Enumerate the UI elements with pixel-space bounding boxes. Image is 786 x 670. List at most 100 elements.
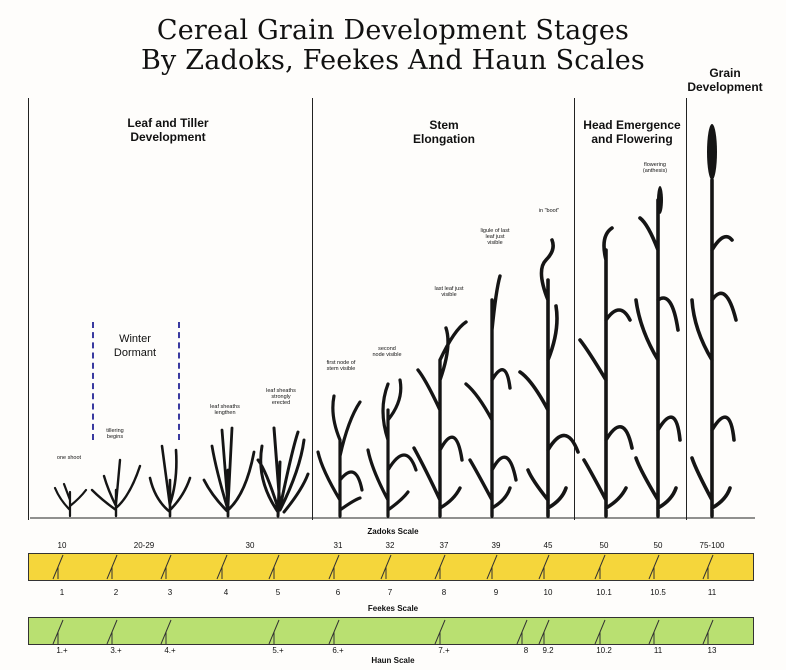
zadoks-tick-label: 30 bbox=[245, 541, 255, 550]
feekes-notch bbox=[52, 554, 64, 580]
haun-tick-label: 13 bbox=[707, 646, 717, 655]
note-one-shoot: one shoot bbox=[56, 455, 82, 461]
haun-notch bbox=[538, 619, 550, 645]
plant-stage-4 bbox=[202, 426, 256, 518]
haun-tick-label: 5.+ bbox=[272, 646, 284, 655]
feekes-notch bbox=[648, 554, 660, 580]
zadoks-tick-label: 10 bbox=[57, 541, 67, 550]
title-line-2: By Zadoks, Feekes And Haun Scales bbox=[141, 45, 645, 76]
divider-stem bbox=[312, 98, 313, 520]
haun-tick-label: 10.2 bbox=[596, 646, 612, 655]
haun-bar bbox=[28, 617, 754, 645]
haun-tick-label: 8 bbox=[523, 646, 529, 655]
feekes-notch bbox=[216, 554, 228, 580]
feekes-notch bbox=[268, 554, 280, 580]
feekes-notch bbox=[594, 554, 606, 580]
section-winter-dormant: Winter Dormant bbox=[113, 333, 157, 359]
feekes-notch bbox=[486, 554, 498, 580]
haun-notch bbox=[594, 619, 606, 645]
zadoks-tick-label: 75-100 bbox=[699, 541, 725, 550]
feekes-tick-label: 2 bbox=[113, 588, 119, 597]
zadoks-tick-label: 31 bbox=[333, 541, 343, 550]
plant-stage-5 bbox=[256, 426, 310, 518]
dormant-end-line bbox=[178, 322, 180, 440]
feekes-tick-label: 1 bbox=[59, 588, 65, 597]
plant-stage-1 bbox=[53, 482, 88, 518]
haun-tick-label: 7.+ bbox=[438, 646, 450, 655]
haun-notch bbox=[516, 619, 528, 645]
plant-stage-11 bbox=[690, 178, 738, 518]
haun-notch bbox=[702, 619, 714, 645]
section-grain-development: Grain Development bbox=[687, 66, 763, 94]
feekes-notch bbox=[328, 554, 340, 580]
section-leaf-tiller: Leaf and Tiller Development bbox=[127, 116, 209, 144]
zadoks-scale-title: Zadoks Scale bbox=[367, 527, 419, 536]
note-sheaths-erected: leaf sheaths strongly erected bbox=[266, 388, 296, 406]
note-second-node: second node visible bbox=[372, 346, 402, 358]
zadoks-tick-label: 50 bbox=[653, 541, 663, 550]
head-stage-10-5 bbox=[657, 186, 663, 214]
feekes-notch bbox=[380, 554, 392, 580]
feekes-tick-label: 5 bbox=[275, 588, 281, 597]
feekes-tick-label: 9 bbox=[493, 588, 499, 597]
note-flowering: flowering (anthesis) bbox=[642, 162, 668, 174]
feekes-tick-label: 8 bbox=[441, 588, 447, 597]
note-tillering: tillering begins bbox=[106, 428, 124, 440]
divider-left bbox=[28, 98, 29, 520]
feekes-tick-label: 3 bbox=[167, 588, 173, 597]
plant-stage-9 bbox=[464, 274, 518, 518]
head-stage-11 bbox=[707, 124, 717, 180]
feekes-notch bbox=[434, 554, 446, 580]
plant-stage-3 bbox=[148, 444, 192, 518]
zadoks-tick-label: 32 bbox=[385, 541, 395, 550]
haun-scale-title: Haun Scale bbox=[371, 656, 415, 665]
note-last-leaf: last leaf just visible bbox=[434, 286, 464, 298]
feekes-bar bbox=[28, 553, 754, 581]
feekes-notch bbox=[106, 554, 118, 580]
feekes-tick-label: 6 bbox=[335, 588, 341, 597]
plant-stage-2 bbox=[90, 458, 142, 518]
divider-grain bbox=[686, 98, 687, 520]
section-stem-elongation: Stem Elongation bbox=[413, 118, 475, 146]
feekes-tick-label: 4 bbox=[223, 588, 229, 597]
feekes-tick-label: 10.1 bbox=[596, 588, 612, 597]
feekes-notch bbox=[160, 554, 172, 580]
haun-notch bbox=[434, 619, 446, 645]
haun-tick-label: 9.2 bbox=[542, 646, 554, 655]
plant-stage-10 bbox=[518, 238, 580, 518]
feekes-notch bbox=[538, 554, 550, 580]
haun-tick-label: 11 bbox=[653, 646, 663, 655]
feekes-tick-label: 10 bbox=[543, 588, 553, 597]
feekes-scale-title: Feekes Scale bbox=[367, 604, 419, 613]
haun-tick-label: 6.+ bbox=[332, 646, 344, 655]
haun-tick-label: 1.+ bbox=[56, 646, 68, 655]
zadoks-tick-label: 37 bbox=[439, 541, 449, 550]
note-ligule: ligule of last leaf just visible bbox=[480, 228, 510, 246]
note-sheaths-lengthen: leaf sheaths lengthen bbox=[210, 404, 240, 416]
plant-stage-7 bbox=[366, 378, 418, 518]
haun-notch bbox=[52, 619, 64, 645]
note-first-node: first node of stem visible bbox=[326, 360, 356, 372]
zadoks-tick-label: 45 bbox=[543, 541, 553, 550]
zadoks-tick-label: 39 bbox=[491, 541, 501, 550]
zadoks-tick-label: 20-29 bbox=[133, 541, 155, 550]
zadoks-tick-label: 50 bbox=[599, 541, 609, 550]
haun-notch bbox=[160, 619, 172, 645]
haun-tick-label: 3.+ bbox=[110, 646, 122, 655]
haun-tick-label: 4.+ bbox=[164, 646, 176, 655]
plant-stage-6 bbox=[316, 394, 364, 518]
haun-notch bbox=[648, 619, 660, 645]
feekes-tick-label: 7 bbox=[387, 588, 393, 597]
feekes-tick-label: 11 bbox=[707, 588, 717, 597]
haun-notch bbox=[268, 619, 280, 645]
title-line-1: Cereal Grain Development Stages bbox=[156, 15, 630, 46]
divider-head bbox=[574, 98, 575, 520]
plant-stage-10-5 bbox=[634, 198, 682, 518]
feekes-tick-label: 10.5 bbox=[650, 588, 666, 597]
haun-notch bbox=[328, 619, 340, 645]
plant-stage-10-1 bbox=[578, 226, 634, 518]
plant-stage-8 bbox=[412, 320, 468, 518]
note-boot: in "boot" bbox=[538, 208, 560, 214]
dormant-start-line bbox=[92, 322, 94, 440]
